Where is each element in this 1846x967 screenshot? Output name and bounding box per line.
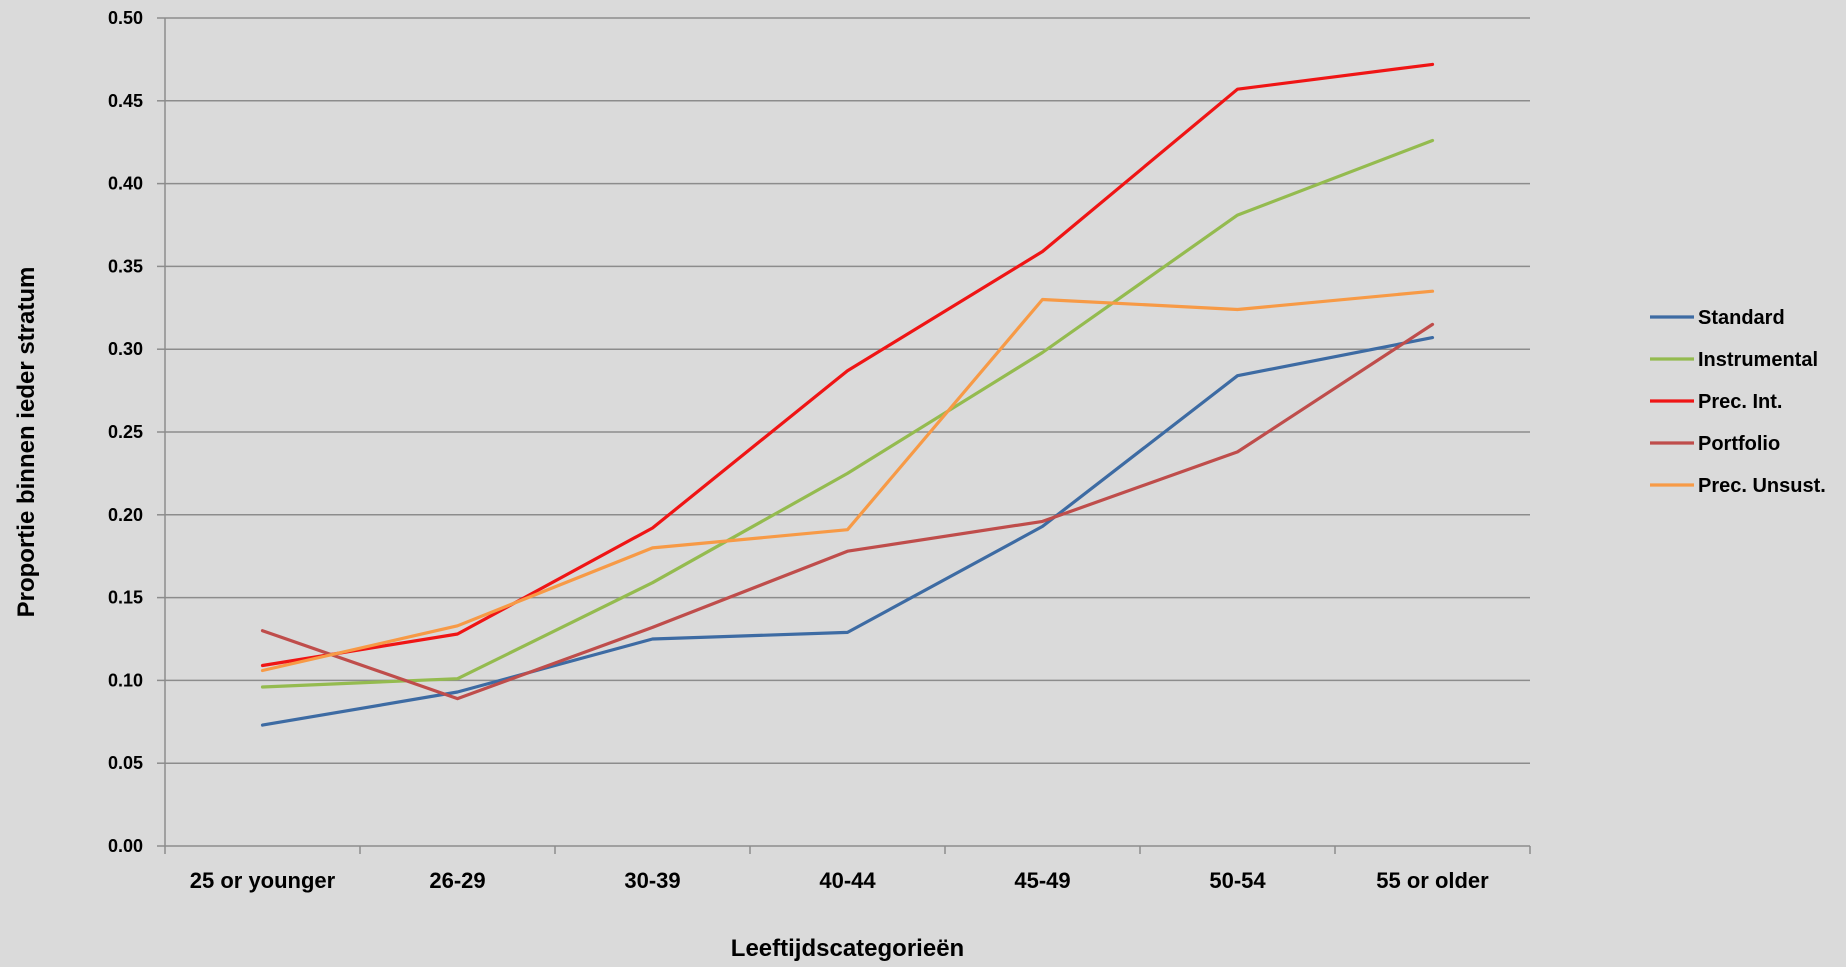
legend-entry: Instrumental	[1650, 349, 1818, 371]
y-tick-label: 0.40	[108, 174, 143, 194]
y-tick-label: 0.25	[108, 422, 143, 442]
legend-label: Portfolio	[1698, 433, 1780, 455]
legend-entry: Portfolio	[1650, 433, 1780, 455]
y-tick-label: 0.20	[108, 505, 143, 525]
y-tick-label: 0.00	[108, 836, 143, 856]
legend-label: Standard	[1698, 307, 1785, 329]
x-tick-label: 40-44	[819, 868, 876, 893]
series-line-standard	[260, 336, 1435, 727]
y-tick-label: 0.05	[108, 753, 143, 773]
x-tick-label: 26-29	[429, 868, 485, 893]
legend-entry: Prec. Int.	[1650, 391, 1782, 413]
legend-label: Prec. Unsust.	[1698, 475, 1826, 497]
axes	[157, 17, 1531, 854]
series-line-prec-unsust	[260, 289, 1435, 673]
series-line-portfolio	[260, 322, 1435, 701]
legend-entry: Prec. Unsust.	[1650, 475, 1826, 497]
x-tick-label: 45-49	[1014, 868, 1070, 893]
x-tick-label: 55 or older	[1376, 868, 1489, 893]
y-tick-label: 0.35	[108, 256, 143, 276]
x-tick-label: 30-39	[624, 868, 680, 893]
y-tick-label: 0.45	[108, 91, 143, 111]
y-tick-label: 0.30	[108, 339, 143, 359]
legend-label: Prec. Int.	[1698, 391, 1782, 413]
series-line-prec-int	[260, 62, 1435, 668]
series-lines	[260, 62, 1435, 727]
y-axis-title: Proportie binnen ieder stratum	[13, 267, 40, 618]
legend: Standard Instrumental Prec. Int. Portfolio P…	[1650, 307, 1826, 497]
gridlines	[165, 17, 1530, 764]
x-axis-ticks: 25 or younger 26-29 30-39 40-44 45-49 50-54 55…	[190, 868, 1489, 893]
y-tick-label: 0.15	[108, 588, 143, 608]
legend-label: Instrumental	[1698, 349, 1818, 371]
series-line-instrumental	[260, 138, 1435, 689]
legend-entry: Standard	[1650, 307, 1785, 329]
x-axis-title: Leeftijdscategorieën	[731, 935, 964, 962]
y-tick-label: 0.50	[108, 8, 143, 28]
x-tick-label: 50-54	[1209, 868, 1266, 893]
y-tick-label: 0.10	[108, 670, 143, 690]
y-axis-ticks: 0.00 0.05 0.10 0.15 0.20 0.25 0.30 0.35 0.40 0.45…	[108, 8, 143, 856]
x-tick-label: 25 or younger	[190, 868, 336, 893]
